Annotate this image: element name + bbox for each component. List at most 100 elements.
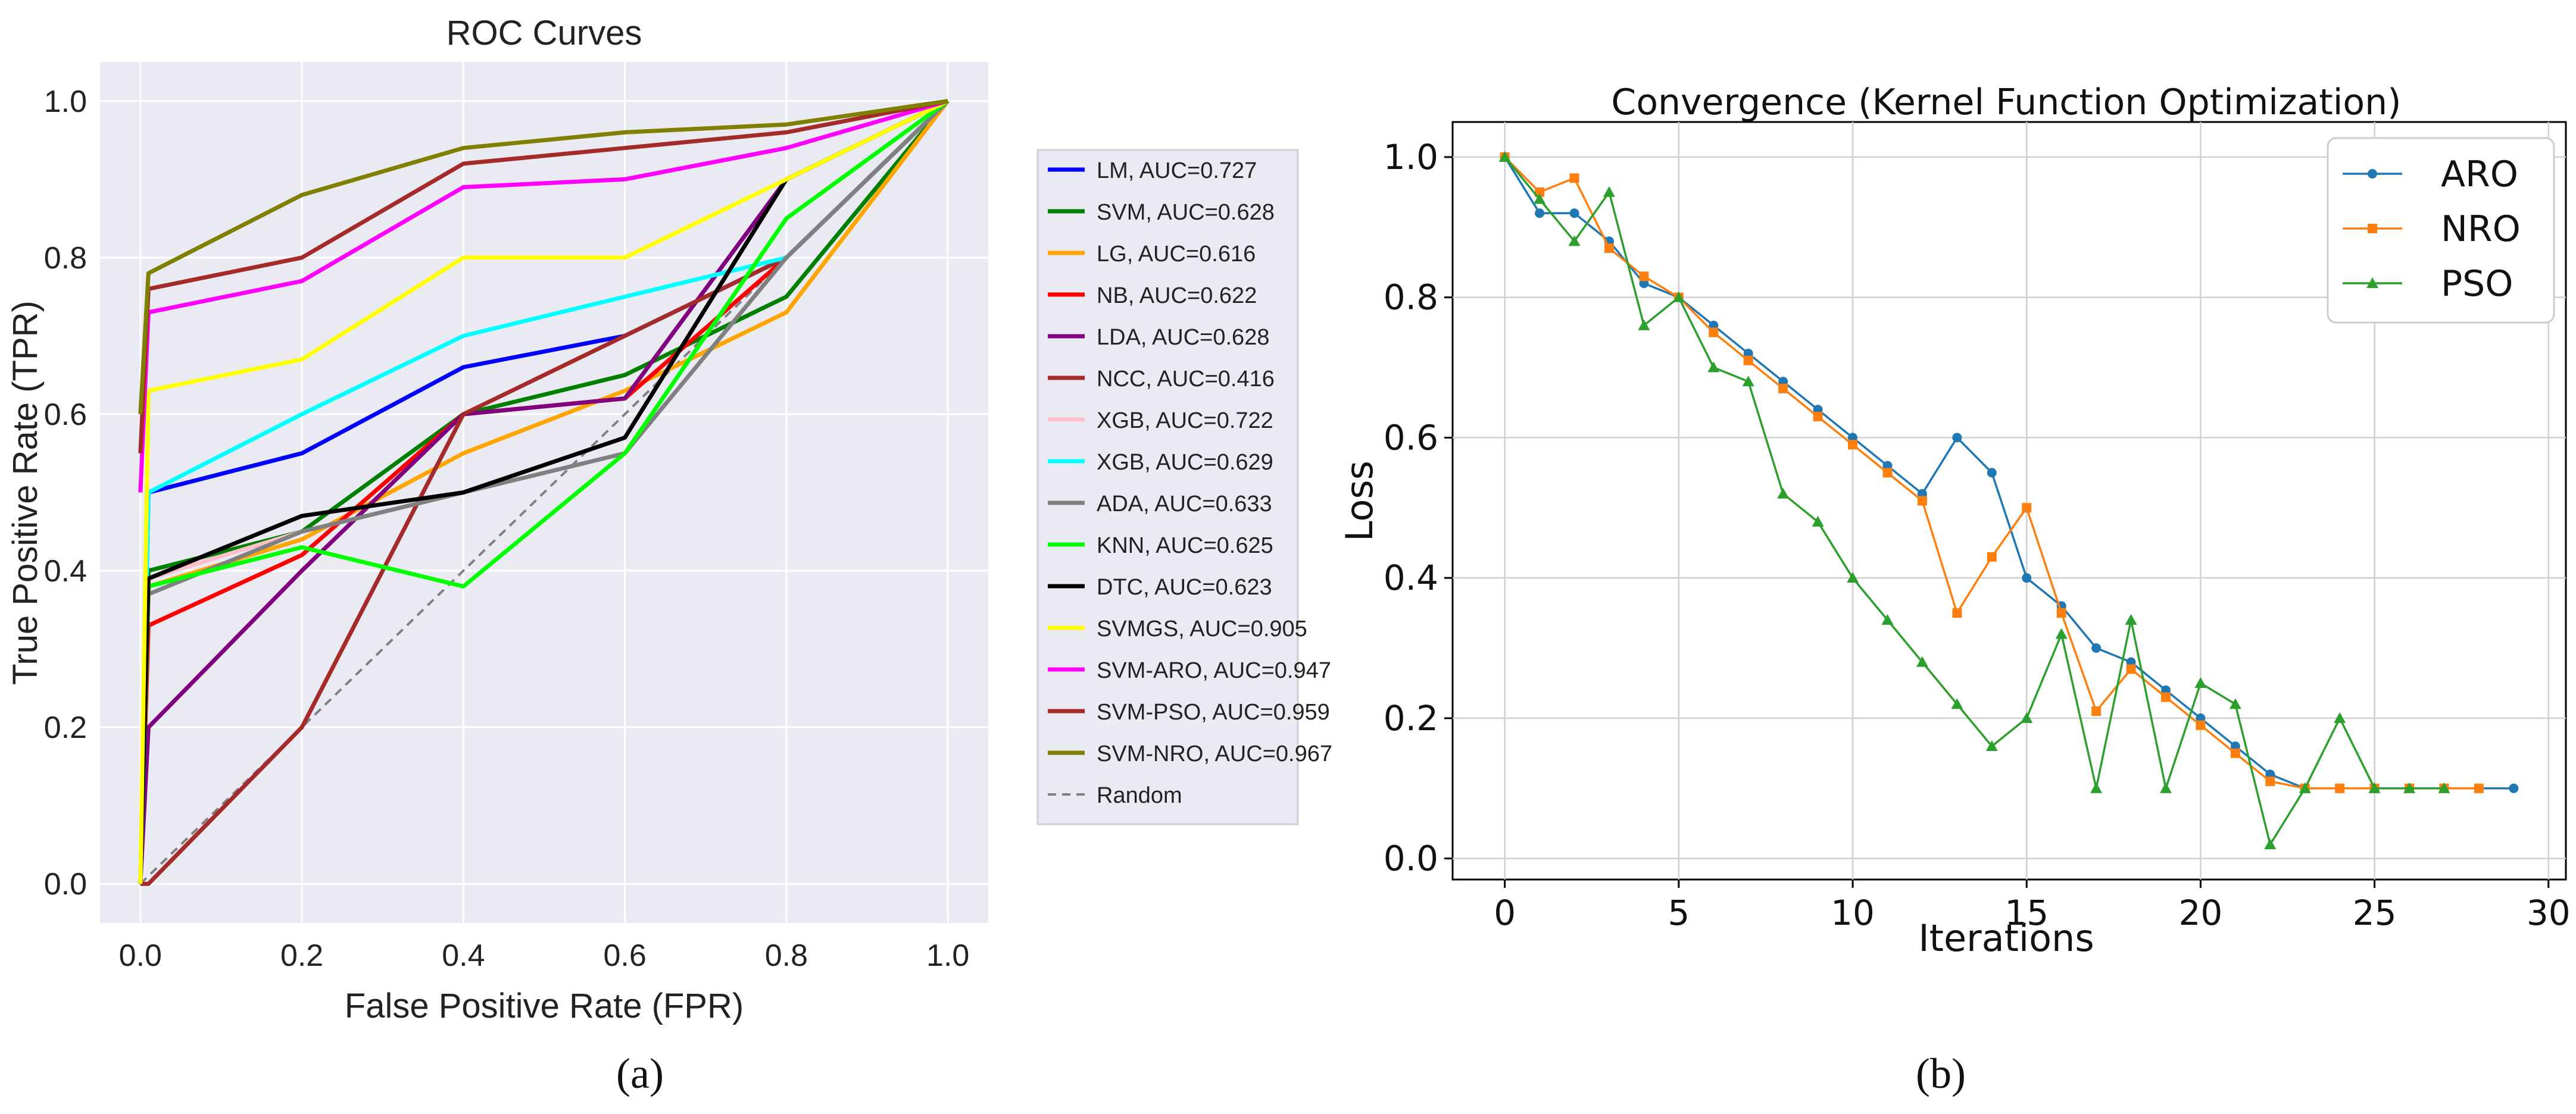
convergence-point-pso <box>1777 487 1790 499</box>
convergence-point-pso <box>1951 698 1963 709</box>
roc-legend-label: NB, AUC=0.622 <box>1097 283 1257 308</box>
convergence-point-nro <box>1987 552 1997 562</box>
convergence-legend-marker <box>2368 169 2377 179</box>
convergence-point-nro <box>1882 468 1893 478</box>
convergence-point-aro <box>2091 643 2102 653</box>
convergence-point-nro <box>1917 496 1927 506</box>
convergence-y-tick-label: 0.0 <box>1384 838 1438 879</box>
convergence-point-pso <box>1742 375 1754 387</box>
convergence-point-aro <box>2509 783 2519 793</box>
convergence-point-nro <box>1952 608 1962 618</box>
convergence-point-nro <box>1639 271 1649 281</box>
convergence-series-group <box>1498 151 2519 850</box>
roc-legend-label: XGB, AUC=0.629 <box>1097 450 1273 475</box>
convergence-legend-marker <box>2368 224 2377 233</box>
convergence-x-tick-label: 5 <box>1668 893 1690 933</box>
convergence-legend-marker <box>2366 277 2378 288</box>
roc-legend-label: NCC, AUC=0.416 <box>1097 367 1275 392</box>
convergence-x-tick-label: 25 <box>2353 893 2397 933</box>
roc-chart-title: ROC Curves <box>446 14 642 52</box>
roc-x-tick-label: 0.4 <box>442 938 485 973</box>
roc-series-svm-nro-auc-0-967 <box>138 99 948 415</box>
convergence-point-aro <box>1987 468 1997 478</box>
roc-series-group <box>138 99 950 886</box>
convergence-point-pso <box>2334 712 2346 723</box>
convergence-point-pso <box>1707 361 1720 373</box>
roc-x-tick-label: 0.2 <box>280 938 323 973</box>
roc-x-ticks: 0.0 0.2 0.4 0.6 0.8 1.0 <box>119 938 970 973</box>
convergence-point-nro <box>2091 706 2102 716</box>
roc-legend-label: SVM, AUC=0.628 <box>1097 200 1275 225</box>
convergence-point-nro <box>2265 776 2275 786</box>
convergence-point-pso <box>1812 515 1824 527</box>
convergence-point-nro <box>1778 383 1788 393</box>
convergence-point-pso <box>2090 782 2103 793</box>
convergence-y-tick-label: 0.8 <box>1384 277 1438 318</box>
roc-legend-label: LDA, AUC=0.628 <box>1097 325 1269 350</box>
convergence-legend: ARO NRO PSO <box>2327 137 2555 324</box>
convergence-point-pso <box>2125 614 2137 625</box>
roc-legend-label: SVM-ARO, AUC=0.947 <box>1097 658 1331 683</box>
convergence-point-nro <box>1535 187 1545 197</box>
roc-legend: LM, AUC=0.727 SVM, AUC=0.628 LG, AUC=0.616… <box>1036 149 1332 825</box>
roc-y-tick-label: 0.0 <box>44 867 87 902</box>
convergence-x-tick-label: 30 <box>2527 893 2571 933</box>
convergence-point-pso <box>1916 656 1928 667</box>
convergence-point-nro <box>1709 327 1719 337</box>
convergence-point-nro <box>1848 440 1858 450</box>
roc-y-tick-label: 0.6 <box>44 398 87 432</box>
roc-x-tick-label: 1.0 <box>926 938 969 973</box>
roc-x-tick-label: 0.0 <box>119 938 162 973</box>
roc-legend-label: SVMGS, AUC=0.905 <box>1097 617 1307 642</box>
convergence-point-nro <box>2126 664 2136 674</box>
convergence-chart-title: Convergence (Kernel Function Optimizatio… <box>1611 82 2401 123</box>
convergence-grid <box>1444 122 2566 888</box>
convergence-point-pso <box>2055 628 2068 639</box>
convergence-y-ticks: 0.0 0.2 0.4 0.6 0.8 1.0 <box>1384 137 1438 879</box>
convergence-series-pso <box>1498 151 2450 850</box>
convergence-legend-label: PSO <box>2441 263 2513 305</box>
roc-legend-label: DTC, AUC=0.623 <box>1097 575 1272 600</box>
convergence-point-aro <box>2022 573 2032 583</box>
convergence-line-pso <box>1504 156 2444 846</box>
convergence-y-axis-label: Loss <box>1338 461 1381 542</box>
convergence-point-nro <box>2474 783 2484 793</box>
roc-y-tick-label: 0.8 <box>44 241 87 276</box>
convergence-x-tick-label: 15 <box>2004 893 2049 933</box>
convergence-point-aro <box>1535 208 1545 218</box>
convergence-point-aro <box>1952 433 1962 443</box>
roc-legend-label: Random <box>1097 783 1182 808</box>
convergence-point-pso <box>1638 319 1650 330</box>
convergence-y-tick-label: 0.4 <box>1384 558 1438 598</box>
roc-series-svmgs-auc-0-905 <box>138 99 949 884</box>
convergence-point-pso <box>2264 838 2277 850</box>
convergence-y-tick-label: 1.0 <box>1384 137 1438 177</box>
convergence-point-nro <box>2056 608 2066 618</box>
roc-legend-label: LM, AUC=0.727 <box>1097 158 1257 183</box>
roc-legend-label: ADA, AUC=0.633 <box>1097 492 1272 517</box>
roc-y-tick-label: 0.2 <box>44 711 87 745</box>
convergence-legend-label: ARO <box>2441 154 2518 195</box>
convergence-legend-box <box>2327 137 2555 324</box>
convergence-point-pso <box>2194 677 2207 688</box>
roc-x-axis-label: False Positive Rate (FPR) <box>345 987 744 1025</box>
convergence-x-tick-label: 0 <box>1494 893 1516 933</box>
convergence-x-ticks: 0 5 10 15 20 25 30 <box>1494 893 2570 933</box>
roc-y-ticks: 0.0 0.2 0.4 0.6 0.8 1.0 <box>44 85 87 902</box>
roc-legend-label: KNN, AUC=0.625 <box>1097 533 1273 558</box>
caption-a: (a) <box>616 1050 664 1097</box>
convergence-x-tick-label: 20 <box>2179 893 2223 933</box>
convergence-point-pso <box>2299 782 2311 793</box>
caption-b: (b) <box>1916 1050 1966 1097</box>
convergence-point-nro <box>2196 720 2206 730</box>
roc-legend-label: SVM-NRO, AUC=0.967 <box>1097 741 1332 766</box>
convergence-point-pso <box>1568 235 1581 246</box>
convergence-point-pso <box>1498 151 1511 162</box>
convergence-point-pso <box>1847 572 1859 583</box>
convergence-point-nro <box>2160 692 2171 702</box>
roc-y-tick-label: 0.4 <box>44 554 87 589</box>
roc-x-tick-label: 0.8 <box>765 938 808 973</box>
convergence-x-axis-label: Iterations <box>1918 916 2094 960</box>
convergence-point-pso <box>2438 782 2450 793</box>
